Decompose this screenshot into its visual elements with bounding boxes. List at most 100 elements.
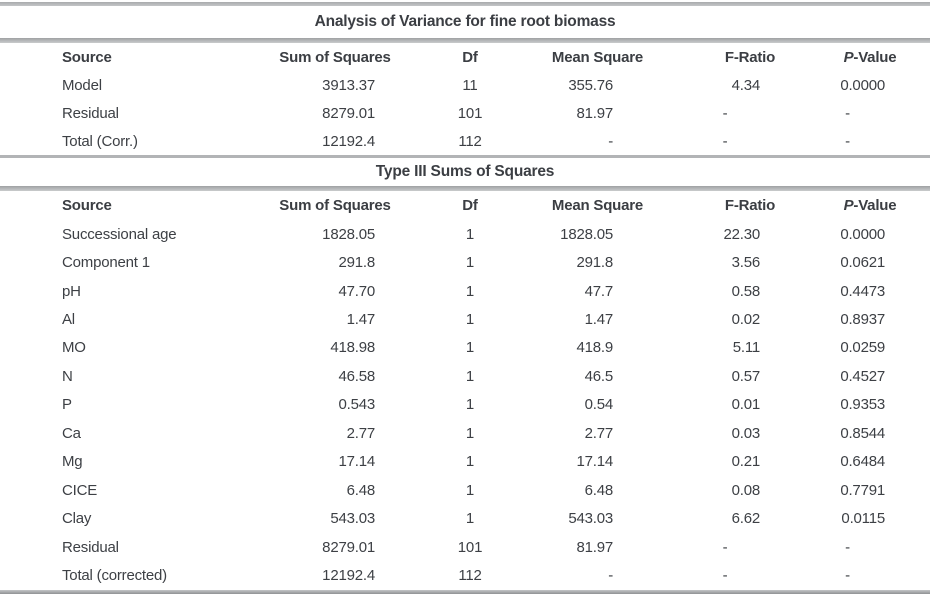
row-label-cell: Model xyxy=(62,76,102,94)
column-header-df: Df xyxy=(462,48,478,66)
value-cell: 17.14 xyxy=(338,453,375,471)
value-cell: 46.5 xyxy=(584,367,614,385)
value-cell: 0.0000 xyxy=(840,225,885,243)
table-row: Component 1 291.8 1 291.8 3.56 0.0621 xyxy=(0,248,930,276)
column-header-sum-of-squares: Sum of Squares xyxy=(279,197,391,214)
value-cell: 0.6484 xyxy=(840,453,885,471)
row-label-cell: Component 1 xyxy=(62,254,150,272)
table-row: Clay 543.03 1 543.03 6.62 0.0115 xyxy=(0,504,930,532)
value-cell: 1.47 xyxy=(346,311,376,329)
value-cell: 418.98 xyxy=(330,339,375,357)
value-cell: 0.8937 xyxy=(840,311,885,329)
value-cell: 1828.05 xyxy=(560,225,613,243)
value-cell: 1828.05 xyxy=(322,225,375,243)
value-cell: 6.48 xyxy=(346,481,376,499)
value-cell: 0.01 xyxy=(731,396,761,414)
column-header-f-ratio: F-Ratio xyxy=(724,48,776,66)
value-cell: 355.76 xyxy=(568,76,613,94)
value-cell: 0.543 xyxy=(338,396,375,414)
table-row: Model 3913.37 11 355.76 4.34 0.0000 xyxy=(0,71,930,99)
value-cell: 0.57 xyxy=(731,367,761,385)
value-cell: 1 xyxy=(465,510,475,528)
value-cell: 11 xyxy=(462,76,478,94)
value-cell: 12192.4 xyxy=(322,566,375,584)
value-cell: - xyxy=(722,132,728,150)
value-cell: 0.0621 xyxy=(840,254,885,272)
title-separator-rule-2 xyxy=(0,186,930,191)
value-cell: 8279.01 xyxy=(322,538,375,556)
column-header-p-value: P-Value xyxy=(843,48,897,66)
row-label-cell: Mg xyxy=(62,453,83,471)
value-cell: - xyxy=(722,538,728,556)
table-row: pH 47.70 1 47.7 0.58 0.4473 xyxy=(0,277,930,305)
value-cell: 6.62 xyxy=(731,510,761,528)
value-cell: 8279.01 xyxy=(322,104,375,122)
row-label-cell: Al xyxy=(62,311,75,329)
title-separator-rule xyxy=(0,38,930,43)
value-cell: 0.7791 xyxy=(840,481,885,499)
column-header-mean-square: Mean Square xyxy=(551,48,644,66)
value-cell: 543.03 xyxy=(330,510,375,528)
row-label-cell: Total (Corr.) xyxy=(62,132,138,150)
value-cell: 1 xyxy=(465,254,475,272)
value-cell: 0.58 xyxy=(731,282,761,300)
value-cell: - xyxy=(845,538,850,556)
value-cell: 1 xyxy=(465,396,475,414)
table-row: Residual 8279.01 101 81.97 - - xyxy=(0,533,930,561)
table-row: Successional age 1828.05 1 1828.05 22.30 0.00… xyxy=(0,220,930,248)
bottom-rule xyxy=(0,589,930,594)
value-cell: 22.30 xyxy=(723,225,760,243)
value-cell: 0.0259 xyxy=(840,339,885,357)
value-cell: 0.0000 xyxy=(840,76,885,94)
table-row: CICE 6.48 1 6.48 0.08 0.7791 xyxy=(0,476,930,504)
table-row: P 0.543 1 0.54 0.01 0.9353 xyxy=(0,391,930,419)
table-row: N 46.58 1 46.5 0.57 0.4527 xyxy=(0,362,930,390)
row-label-cell: Total (corrected) xyxy=(62,566,167,584)
column-header-sum-of-squares: Sum of Squares xyxy=(279,48,391,66)
value-cell: 5.11 xyxy=(732,339,760,357)
value-cell: - xyxy=(845,132,850,150)
column-header-source: Source xyxy=(62,48,112,66)
type3-table-title: Type III Sums of Squares xyxy=(375,163,555,180)
value-cell: 0.02 xyxy=(731,311,761,329)
row-label-cell: Successional age xyxy=(62,225,177,243)
value-cell: 0.0115 xyxy=(841,510,885,528)
row-label-cell: MO xyxy=(62,339,86,357)
value-cell: 291.8 xyxy=(338,254,375,272)
value-cell: 46.58 xyxy=(338,367,375,385)
row-label-cell: Ca xyxy=(62,424,81,442)
value-cell: - xyxy=(845,104,850,122)
value-cell: 418.9 xyxy=(576,339,613,357)
value-cell: 1 xyxy=(465,282,475,300)
value-cell: 1 xyxy=(465,339,475,357)
table-row: Ca 2.77 1 2.77 0.03 0.8544 xyxy=(0,419,930,447)
section-divider-rule xyxy=(0,155,930,158)
value-cell: - xyxy=(722,566,728,584)
table-row: Residual 8279.01 101 81.97 - - xyxy=(0,99,930,127)
value-cell: 3.56 xyxy=(731,254,761,272)
value-cell: 81.97 xyxy=(576,104,613,122)
value-cell: 1.47 xyxy=(584,311,614,329)
value-cell: 0.03 xyxy=(731,424,761,442)
value-cell: 81.97 xyxy=(576,538,613,556)
value-cell: 1 xyxy=(465,453,475,471)
value-cell: 112 xyxy=(458,132,482,150)
table-row: Total (Corr.) 12192.4 112 - - - xyxy=(0,127,930,155)
table-row: Total (corrected) 12192.4 112 - - - xyxy=(0,561,930,589)
row-label-cell: pH xyxy=(62,282,81,300)
value-cell: 0.54 xyxy=(584,396,614,414)
value-cell: 0.8544 xyxy=(840,424,885,442)
row-label-cell: Residual xyxy=(62,538,119,556)
top-rule xyxy=(0,2,930,6)
header-row: Source Sum of Squares Df Mean Square F-R… xyxy=(0,43,930,71)
table-row: Al 1.47 1 1.47 0.02 0.8937 xyxy=(0,305,930,333)
value-cell: 101 xyxy=(457,104,483,122)
value-cell: 1 xyxy=(465,311,475,329)
anova-table: Source Sum of Squares Df Mean Square F-R… xyxy=(0,43,930,155)
value-cell: 0.08 xyxy=(731,481,761,499)
value-cell: 17.14 xyxy=(576,453,613,471)
value-cell: 0.9353 xyxy=(840,396,885,414)
column-header-df: Df xyxy=(462,197,478,214)
value-cell: 1 xyxy=(465,424,475,442)
